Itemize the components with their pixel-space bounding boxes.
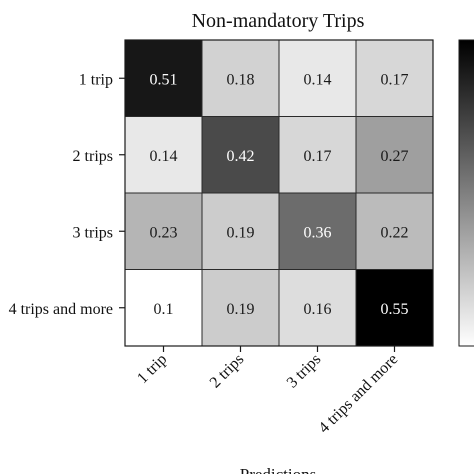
heatmap-cell: [355, 39, 434, 117]
y-tick-label: 4 trips and more: [9, 301, 113, 318]
cell-value-label: 0.27: [381, 148, 409, 165]
cell-value-label: 0.19: [227, 301, 255, 318]
y-tick-labels: 1 trip 2 trips 3 trips 4 trips and more: [9, 71, 125, 318]
heatmap-cell: [201, 269, 280, 347]
cell-value-label: 0.23: [150, 224, 178, 241]
cell-value-label: 0.36: [304, 224, 332, 241]
cell-value-label: 0.17: [381, 71, 409, 88]
heatmap-cell: [124, 269, 203, 347]
y-tick-label: 2 trips: [73, 148, 113, 165]
cell-value-label: 0.51: [150, 71, 178, 88]
cell-value-label: 0.1: [154, 301, 174, 318]
cell-value-label: 0.17: [304, 148, 332, 165]
heatmap-cells: 0.51 0.18 0.14 0.17 0.14 0.42 0.17 0.27 0.23 0.19…: [124, 39, 434, 347]
colorbar-gradient: [458, 39, 474, 347]
cell-value-label: 0.18: [227, 71, 255, 88]
x-tick-label: 3 trips: [284, 351, 325, 392]
heatmap-cell: [355, 192, 434, 270]
heatmap-cell: [124, 39, 203, 117]
y-tick-label: 3 trips: [73, 224, 113, 241]
cell-value-label: 0.16: [304, 301, 332, 318]
heatmap-cell: [201, 39, 280, 117]
heatmap-cell: [355, 269, 434, 347]
cell-value-label: 0.42: [227, 148, 255, 165]
heatmap-cell: [124, 116, 203, 194]
heatmap-cell: [355, 116, 434, 194]
x-tick-label: 1 trip: [134, 351, 170, 387]
cell-value-label: 0.14: [150, 148, 178, 165]
cell-value-label: 0.14: [304, 71, 332, 88]
chart-title: Non-mandatory Trips: [192, 10, 365, 32]
heatmap-cell: [201, 116, 280, 194]
cell-value-label: 0.19: [227, 224, 255, 241]
colorbar: [458, 39, 474, 347]
x-axis-label: Predictions: [240, 465, 317, 474]
y-tick-label: 1 trip: [79, 71, 113, 88]
cell-value-label: 0.22: [381, 224, 409, 241]
heatmap-frame: [124, 39, 434, 347]
x-tick-label: 2 trips: [207, 351, 248, 392]
cell-value-label: 0.55: [381, 301, 409, 318]
heatmap-cell: [201, 192, 280, 270]
x-tick-label: 4 trips and more: [315, 351, 401, 437]
